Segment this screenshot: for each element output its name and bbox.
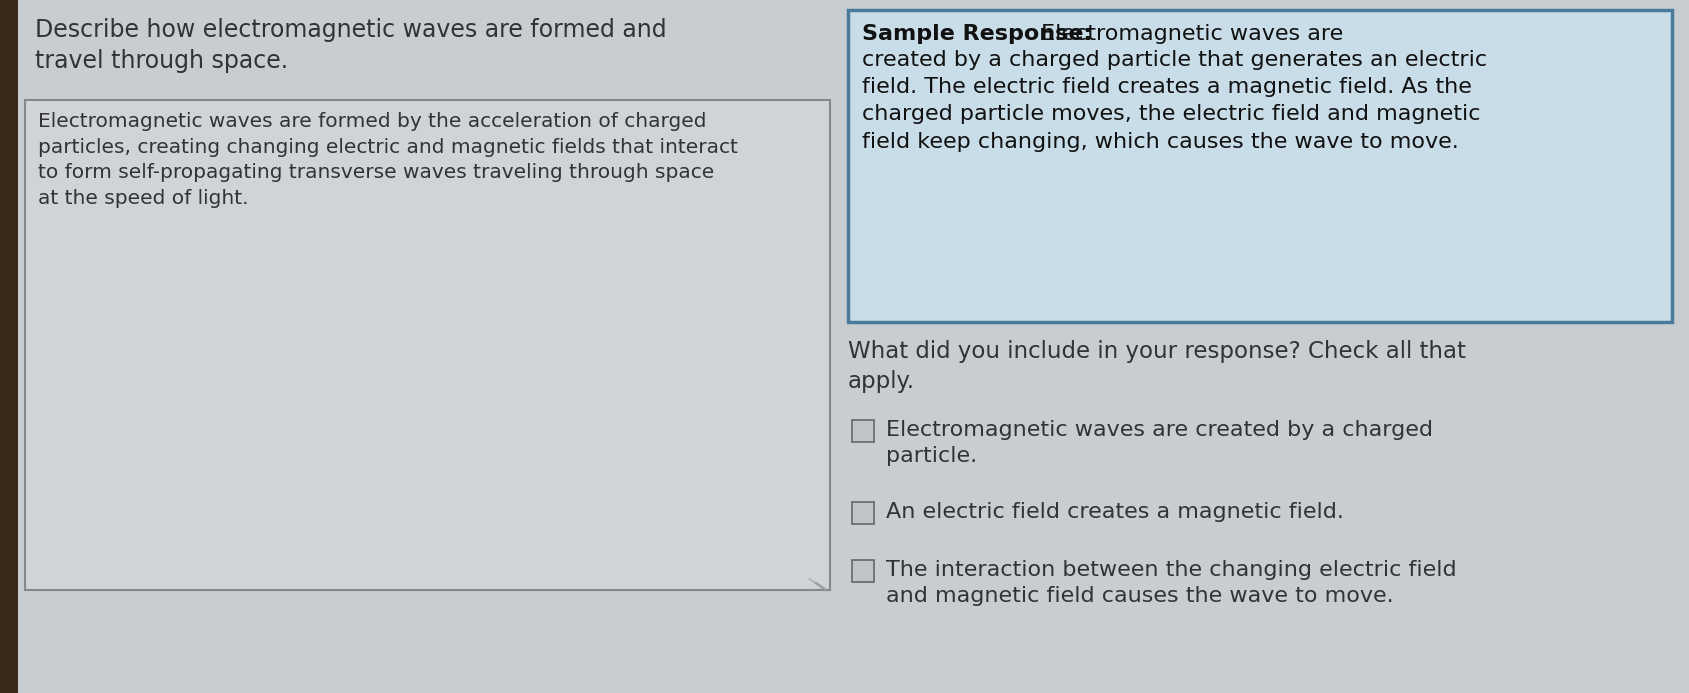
- Text: Sample Response:: Sample Response:: [861, 24, 1093, 44]
- Text: Describe how electromagnetic waves are formed and
travel through space.: Describe how electromagnetic waves are f…: [35, 18, 667, 73]
- FancyBboxPatch shape: [848, 10, 1672, 322]
- FancyBboxPatch shape: [851, 420, 873, 442]
- Text: Electromagnetic waves are: Electromagnetic waves are: [1034, 24, 1343, 44]
- FancyBboxPatch shape: [851, 560, 873, 582]
- Text: An electric field creates a magnetic field.: An electric field creates a magnetic fie…: [887, 502, 1344, 522]
- Text: The interaction between the changing electric field
and magnetic field causes th: The interaction between the changing ele…: [887, 560, 1456, 606]
- Text: Electromagnetic waves are formed by the acceleration of charged
particles, creat: Electromagnetic waves are formed by the …: [37, 112, 738, 209]
- FancyBboxPatch shape: [19, 0, 838, 693]
- Text: Electromagnetic waves are created by a charged
particle.: Electromagnetic waves are created by a c…: [887, 420, 1432, 466]
- Text: created by a charged particle that generates an electric
field. The electric fie: created by a charged particle that gener…: [861, 50, 1486, 152]
- FancyBboxPatch shape: [851, 502, 873, 524]
- FancyBboxPatch shape: [838, 0, 1689, 693]
- FancyBboxPatch shape: [0, 0, 19, 693]
- FancyBboxPatch shape: [25, 100, 829, 590]
- Text: What did you include in your response? Check all that
apply.: What did you include in your response? C…: [848, 340, 1466, 393]
